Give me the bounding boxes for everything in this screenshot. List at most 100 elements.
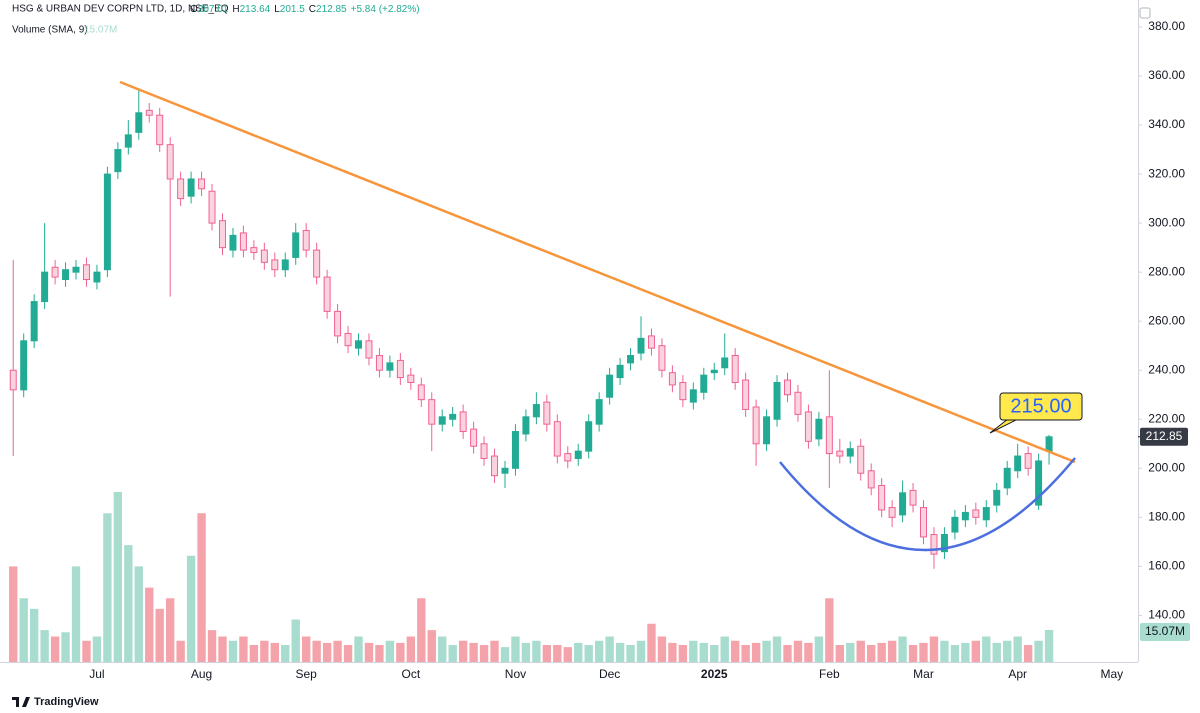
y-tick-label: 200.00: [1148, 460, 1185, 474]
volume-bar: [542, 645, 552, 662]
candle-body: [1014, 455, 1022, 472]
cup-arc: [779, 457, 1076, 552]
volume-bar: [971, 640, 981, 662]
volume-bar: [961, 642, 970, 662]
volume-bar: [636, 640, 646, 662]
candle-body: [250, 247, 258, 254]
ohlc: O207.01 H213.64 L201.5 C212.85 +5.84 (+2.82%…: [190, 4, 420, 15]
candle-body: [794, 391, 802, 415]
ohlc-value: 201.5: [280, 4, 305, 15]
volume-bar: [668, 642, 677, 662]
candle-body: [543, 401, 551, 425]
volume-bar: [867, 645, 876, 662]
candle-body: [679, 381, 687, 401]
volume-bar: [19, 598, 28, 662]
candle-body: [41, 271, 49, 303]
volume-bar: [312, 640, 321, 662]
candle-body: [836, 450, 844, 457]
y-tick-label: 360.00: [1148, 68, 1185, 82]
volume-bar: [354, 636, 363, 662]
volume-bar: [124, 545, 133, 662]
candle-body: [804, 411, 812, 442]
volume-bar: [458, 640, 468, 662]
candle-body: [72, 266, 80, 273]
volume-bar: [448, 645, 457, 662]
candle-body: [51, 266, 59, 278]
candle-body: [961, 511, 969, 521]
volume-bar: [605, 636, 614, 662]
candle-body: [878, 484, 886, 511]
volume-bar: [511, 636, 520, 662]
candle-body: [710, 369, 718, 374]
candle-body: [187, 178, 195, 197]
candle-body: [292, 232, 300, 258]
candle-body: [103, 173, 111, 271]
candle-body: [1024, 453, 1032, 469]
candle-body: [773, 381, 781, 420]
candle-body: [365, 340, 373, 359]
volume-bar: [772, 636, 782, 662]
candle-body: [114, 149, 122, 173]
volume-bar: [40, 630, 49, 662]
volume-bar: [82, 640, 91, 662]
candle-body: [9, 369, 17, 391]
candle-body: [449, 413, 457, 420]
candle-body: [909, 489, 917, 506]
candle-body: [857, 445, 865, 474]
volume-label: Volume (SMA, 9): [12, 25, 88, 36]
candle-body: [480, 443, 488, 459]
volume-bar: [427, 630, 436, 662]
candle-body: [627, 355, 635, 364]
volume-bar: [532, 640, 541, 662]
candle-body: [585, 421, 593, 452]
volume-bar: [1044, 629, 1054, 662]
candle-body: [438, 416, 446, 425]
volume-bar: [396, 642, 405, 662]
candle-body: [930, 534, 938, 555]
candle-body: [239, 232, 247, 251]
ohlc-label: L: [274, 4, 280, 15]
volume-bar: [793, 640, 803, 662]
volume-bar: [249, 645, 259, 662]
ohlc-label: H: [232, 4, 239, 15]
volume-bar: [103, 513, 112, 662]
price-layer: 140.00 160.00 180.00 200.00 220.00 240.00 260.…: [9, 19, 1185, 622]
y-tick-label: 140.00: [1148, 608, 1185, 622]
volume-bar: [145, 587, 154, 662]
volume-bar: [908, 645, 918, 662]
volume-bar: [260, 640, 269, 662]
candle-body: [281, 259, 289, 271]
volume-bar: [438, 636, 447, 662]
settings-icon[interactable]: [1139, 7, 1151, 19]
volume-bar: [197, 513, 206, 662]
volume-bar: [500, 647, 510, 662]
candle-body: [940, 534, 948, 553]
y-tick-label: 380.00: [1148, 19, 1185, 33]
volume-bar: [992, 642, 1001, 662]
candle-body: [553, 421, 561, 457]
volume-bar: [186, 555, 196, 662]
x-tick-label: Feb: [819, 667, 840, 681]
volume-bar: [228, 640, 238, 662]
volume-bar: [678, 645, 688, 662]
volume-bar: [218, 636, 227, 662]
candle-body: [721, 357, 729, 369]
volume-bar: [553, 645, 562, 662]
candle-body: [920, 507, 928, 538]
volume-bar: [710, 645, 719, 662]
last-price-label: 212.85: [1146, 429, 1183, 443]
x-tick-label: Dec: [599, 667, 620, 681]
candle-body: [208, 190, 216, 224]
candle-body: [470, 428, 478, 447]
candle-body: [156, 114, 164, 146]
volume-bar: [940, 640, 949, 662]
volume-bar: [825, 598, 834, 662]
volume-bar: [239, 636, 248, 662]
candle-body: [616, 364, 624, 379]
candle-body: [334, 310, 342, 337]
volume-bar: [762, 640, 771, 662]
candle-body: [491, 455, 499, 477]
volume-bar: [919, 642, 928, 662]
y-tick-label: 280.00: [1148, 264, 1185, 278]
volume-layer: [9, 492, 1054, 662]
